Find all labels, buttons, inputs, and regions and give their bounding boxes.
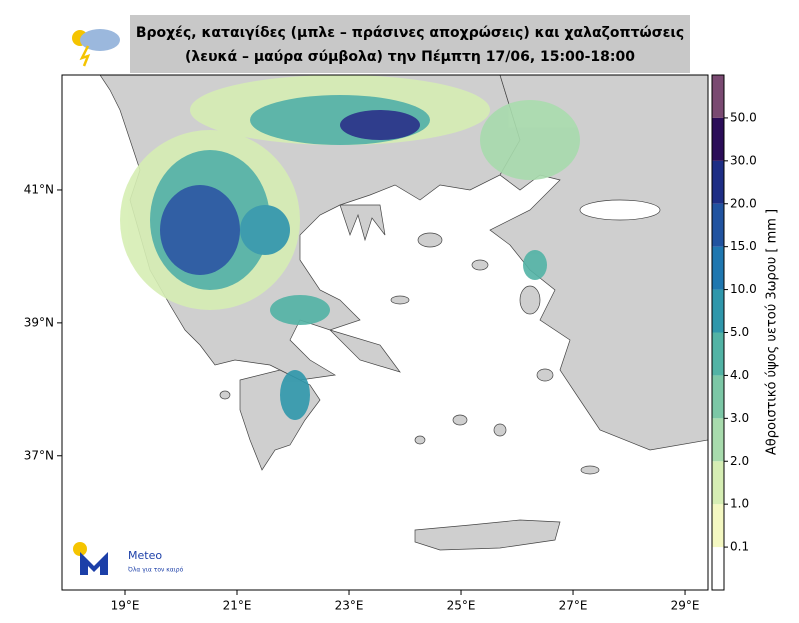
colorbar-tick-label: 5.0 [730,325,749,339]
axes: 19°E 21°E 23°E 25°E 27°E 29°E 37°N 39°N 41°N 0.1 1… [24,74,757,613]
logo-name: Meteo [128,549,162,562]
colorbar-segment [712,75,724,118]
colorbar-tick-label: 0.1 [730,540,749,554]
colorbar-segment [712,117,724,161]
colorbar-segment [712,375,724,419]
colorbar-segment [712,160,724,204]
colorbar-label: Αθροιστικό ύψος υετού 3ωρου [ mm ] [765,209,780,455]
colorbar-tick-label: 15.0 [730,239,757,253]
title: (λευκά – μαύρα σύμβολα) την Πέμπτη 17/06… [185,49,635,65]
title-box [130,15,690,73]
colorbar-segment [712,332,724,376]
colorbar-segment [712,418,724,462]
colorbar-segment [712,246,724,290]
x-tick-label: 19°E [111,599,140,613]
x-tick-label: 29°E [671,599,700,613]
colorbar-segment [712,461,724,505]
y-tick-label: 41°N [24,182,54,196]
colorbar-tick-label: 10.0 [730,282,757,296]
rain-field [120,75,580,420]
map-frame [61,74,709,591]
colorbar-segment [712,504,724,548]
logo: Meteo Όλα για τον καιρό [73,542,184,575]
y-tick-label: 39°N [24,315,54,329]
x-tick-label: 27°E [559,599,588,613]
colorbar-segment [712,547,724,590]
colorbar-tick-label: 3.0 [730,411,749,425]
marmara-sea [579,199,661,221]
colorbar-tick-label: 50.0 [730,110,757,124]
colorbar-tick-label: 30.0 [730,153,757,167]
colorbar-tick-label: 1.0 [730,497,749,511]
x-tick-label: 25°E [447,599,476,613]
title: Βροχές, καταιγίδες (μπλε – πράσινες αποχ… [136,25,684,41]
colorbar-segment [712,289,724,333]
colorbar-tick-label: 2.0 [730,454,749,468]
x-tick-label: 23°E [335,599,364,613]
colorbar-segment [712,203,724,247]
colorbar-tick-label: 20.0 [730,196,757,210]
weather-icon [72,29,120,67]
y-tick-label: 37°N [24,448,54,462]
x-tick-label: 21°E [223,599,252,613]
logo-tagline: Όλα για τον καιρό [127,567,184,574]
colorbar-tick-label: 4.0 [730,368,749,382]
